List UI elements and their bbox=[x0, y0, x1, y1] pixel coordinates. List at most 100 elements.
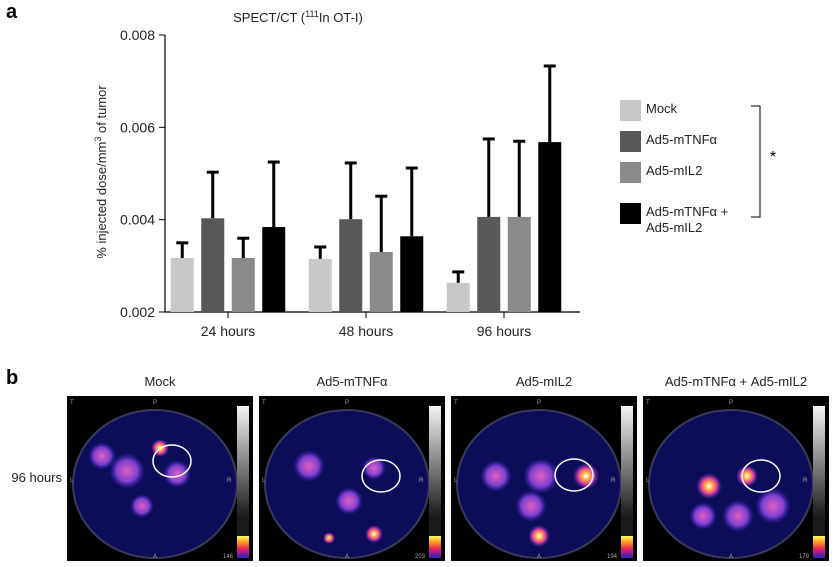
chart-title: SPECT/CT (111In OT-I) bbox=[233, 9, 363, 25]
legend-swatch bbox=[620, 162, 641, 183]
orientation-label: L bbox=[454, 478, 458, 484]
orientation-label: A bbox=[345, 554, 349, 560]
tumor-outline bbox=[741, 459, 781, 493]
orientation-label: L bbox=[70, 478, 74, 484]
bar bbox=[507, 216, 531, 312]
uptake-spot bbox=[515, 490, 547, 522]
uptake-spot bbox=[722, 500, 754, 532]
x-tick-label: 96 hours bbox=[477, 323, 531, 339]
scan-image: T P L R A 194 bbox=[451, 396, 637, 561]
legend-item: Mock bbox=[646, 101, 678, 116]
body-outline bbox=[264, 409, 430, 559]
scan-image: T P L R A 146 bbox=[67, 396, 253, 561]
scan-image: T P L R A 179 bbox=[643, 396, 829, 561]
orientation-label: R bbox=[803, 478, 808, 484]
body-outline bbox=[72, 409, 238, 559]
scale-max-label: 194 bbox=[607, 554, 618, 560]
uptake-spot bbox=[323, 532, 335, 544]
uptake-spot bbox=[293, 450, 325, 482]
bar bbox=[446, 282, 470, 312]
legend-label: Ad5-mTNFα + Ad5-mIL2 bbox=[646, 204, 729, 235]
legend-label: Ad5-mIL2 bbox=[646, 163, 703, 178]
title-superscript: 111 bbox=[305, 9, 319, 19]
color-scale bbox=[813, 536, 825, 558]
bar bbox=[400, 236, 424, 312]
legend-item: Ad5-mIL2 bbox=[646, 163, 703, 178]
scan-image: T P L R A 203 bbox=[259, 396, 445, 561]
uptake-spot bbox=[362, 456, 386, 480]
y-label-text: % injected dose/mm bbox=[94, 142, 109, 259]
orientation-label: P bbox=[345, 400, 349, 406]
title-text: In OT-I) bbox=[319, 10, 363, 25]
uptake-spot bbox=[755, 488, 791, 524]
uptake-spot bbox=[528, 525, 550, 547]
scale-max-label: 203 bbox=[415, 554, 426, 560]
uptake-spot bbox=[689, 502, 717, 530]
uptake-spot bbox=[88, 442, 116, 470]
uptake-spot bbox=[573, 463, 599, 489]
y-tick-label: 0.004 bbox=[120, 212, 155, 228]
legend-item: Ad5-mTNFα bbox=[646, 132, 718, 147]
orientation-label: P bbox=[153, 400, 157, 406]
panel-label: b bbox=[6, 367, 18, 389]
uptake-spot bbox=[109, 453, 145, 489]
legend-swatch bbox=[620, 203, 641, 224]
image-title: Ad5-mTNFα bbox=[316, 374, 388, 389]
orientation-label: P bbox=[537, 400, 541, 406]
orientation-label: R bbox=[419, 478, 424, 484]
uptake-spot bbox=[523, 458, 559, 494]
orientation-label: A bbox=[153, 554, 157, 560]
tumor-outline bbox=[152, 444, 192, 478]
bar bbox=[477, 216, 501, 312]
legend-swatch bbox=[620, 131, 641, 152]
significance-bracket bbox=[751, 105, 761, 218]
orientation-label: T bbox=[454, 400, 458, 406]
orientation-label: T bbox=[70, 400, 74, 406]
orientation-label: A bbox=[537, 554, 541, 560]
bar bbox=[231, 257, 255, 312]
orientation-label: R bbox=[227, 478, 232, 484]
orientation-label: T bbox=[646, 400, 650, 406]
uptake-spot bbox=[696, 473, 722, 499]
legend-label: Ad5-mTNFα bbox=[646, 132, 718, 147]
image-title: Ad5-mIL2 bbox=[516, 374, 572, 389]
body-outline bbox=[648, 409, 814, 559]
y-tick-label: 0.008 bbox=[120, 27, 155, 43]
uptake-spot bbox=[130, 494, 154, 518]
color-scale bbox=[621, 536, 633, 558]
y-label-text: of tumor bbox=[94, 85, 109, 137]
color-scale bbox=[237, 536, 249, 558]
legend-swatch bbox=[620, 100, 641, 121]
orientation-label: P bbox=[729, 400, 733, 406]
image-title: Mock bbox=[144, 374, 176, 389]
uptake-spot bbox=[480, 460, 512, 492]
bar bbox=[369, 251, 393, 312]
color-scale bbox=[429, 536, 441, 558]
tumor-outline bbox=[361, 459, 401, 493]
y-label-superscript: 3 bbox=[93, 137, 103, 142]
color-scale bbox=[237, 406, 249, 536]
y-axis-label: % injected dose/mm3 of tumor bbox=[93, 85, 109, 259]
orientation-label: T bbox=[262, 400, 266, 406]
y-tick-label: 0.002 bbox=[120, 304, 155, 320]
bar bbox=[201, 218, 225, 312]
orientation-label: L bbox=[262, 478, 266, 484]
uptake-spot bbox=[335, 487, 363, 515]
color-scale bbox=[813, 406, 825, 536]
bar bbox=[308, 258, 332, 312]
orientation-label: L bbox=[646, 478, 650, 484]
bar bbox=[170, 257, 194, 312]
panel-label: a bbox=[6, 1, 18, 23]
scale-max-label: 146 bbox=[223, 554, 234, 560]
x-tick-label: 24 hours bbox=[201, 323, 255, 339]
uptake-spot bbox=[736, 465, 758, 487]
color-scale bbox=[429, 406, 441, 536]
x-tick-label: 48 hours bbox=[339, 323, 393, 339]
title-text: SPECT/CT ( bbox=[233, 10, 306, 25]
color-scale bbox=[621, 406, 633, 536]
legend-label: Mock bbox=[646, 101, 678, 116]
row-label: 96 hours bbox=[11, 470, 62, 485]
image-title: Ad5-mTNFα + Ad5-mIL2 bbox=[665, 374, 807, 389]
